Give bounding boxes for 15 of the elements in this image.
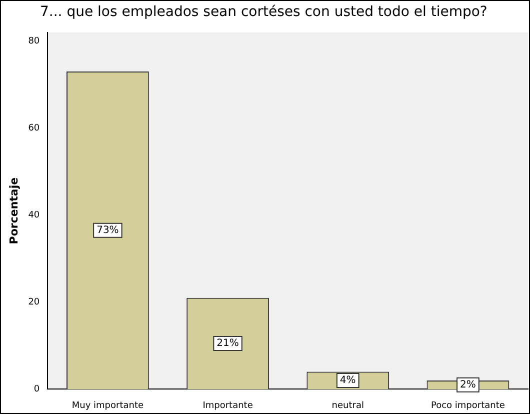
x-tick-label: neutral (332, 400, 364, 411)
data-label: 21% (216, 338, 239, 350)
y-tick-label: 40 (28, 210, 40, 220)
y-tick-label: 60 (28, 123, 40, 134)
y-tick-label: 20 (28, 298, 40, 308)
x-tick-label: Muy importante (72, 400, 144, 411)
x-tick-label: Poco importante (430, 400, 506, 411)
x-tick-label: Importante (202, 400, 254, 411)
y-tick-label: 0 (34, 384, 40, 395)
chart-title: 7... que los empleados sean cortéses con usted todo el tiempo? (40, 4, 488, 20)
data-label: 2% (460, 379, 476, 390)
y-tick-label: 80 (28, 36, 40, 46)
data-label: 4% (340, 375, 356, 386)
y-axis-title: Porcentaje (7, 177, 20, 244)
data-label: 73% (96, 224, 119, 236)
